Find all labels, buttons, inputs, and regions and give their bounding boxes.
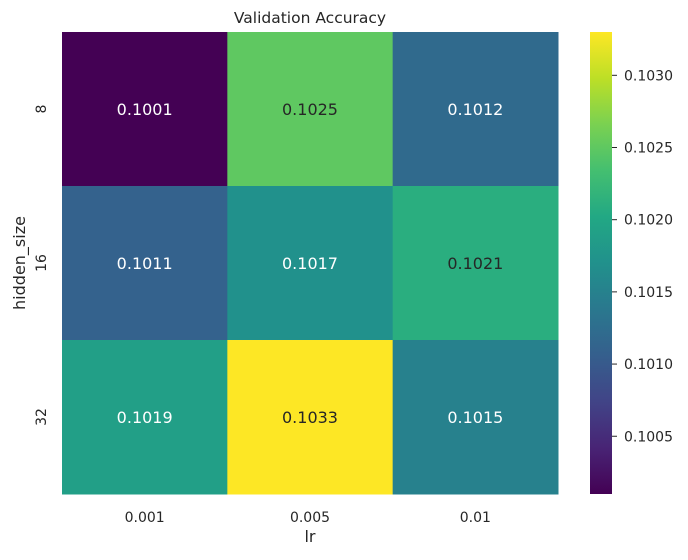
heatmap-cell [62,340,228,495]
colorbar-tick-label: 0.1020 [624,213,673,229]
y-axis-ticks: 8 16 32 [34,105,50,426]
heatmap-cell [227,186,394,341]
colorbar-tick-label: 0.1030 [624,68,673,84]
cell-value-label: 0.1019 [117,408,173,427]
heatmap-cell [392,340,559,495]
colorbar-tick-label: 0.1025 [624,141,673,157]
x-tick-label: 0.005 [290,510,330,526]
heatmap-cells [62,32,559,495]
x-axis-ticks: 0.001 0.005 0.01 [125,510,491,526]
y-tick-label: 32 [34,408,50,426]
heatmap-cell [227,340,394,495]
x-tick-label: 0.01 [460,510,491,526]
cell-value-label: 0.1033 [282,408,338,427]
colorbar-ticks: 0.1005 0.1010 0.1015 0.1020 0.1025 0.1030 [612,68,673,445]
cell-value-label: 0.1012 [447,100,503,119]
heatmap-cell-labels: 0.1001 0.1025 0.1012 0.1011 0.1017 0.1021 0.10… [117,100,504,427]
cell-value-label: 0.1025 [282,100,338,119]
y-axis-label: hidden_size [10,216,30,310]
heatmap-cell [62,186,228,341]
colorbar [590,32,612,494]
cell-value-label: 0.1001 [117,100,173,119]
cell-value-label: 0.1015 [447,408,503,427]
x-tick-label: 0.001 [125,510,165,526]
heatmap-cell [392,32,559,187]
heatmap-cell [62,32,228,187]
y-tick-label: 16 [34,254,50,272]
cell-value-label: 0.1011 [117,254,173,273]
x-axis-label: lr [304,527,315,546]
y-tick-label: 8 [34,105,50,114]
colorbar-tick-label: 0.1015 [624,285,673,301]
cell-value-label: 0.1021 [447,254,503,273]
heatmap-cell [392,186,559,341]
colorbar-tick-label: 0.1005 [624,429,673,445]
chart-title: Validation Accuracy [234,9,386,27]
cell-value-label: 0.1017 [282,254,338,273]
heatmap-cell [227,32,394,187]
colorbar-tick-label: 0.1010 [624,357,673,373]
